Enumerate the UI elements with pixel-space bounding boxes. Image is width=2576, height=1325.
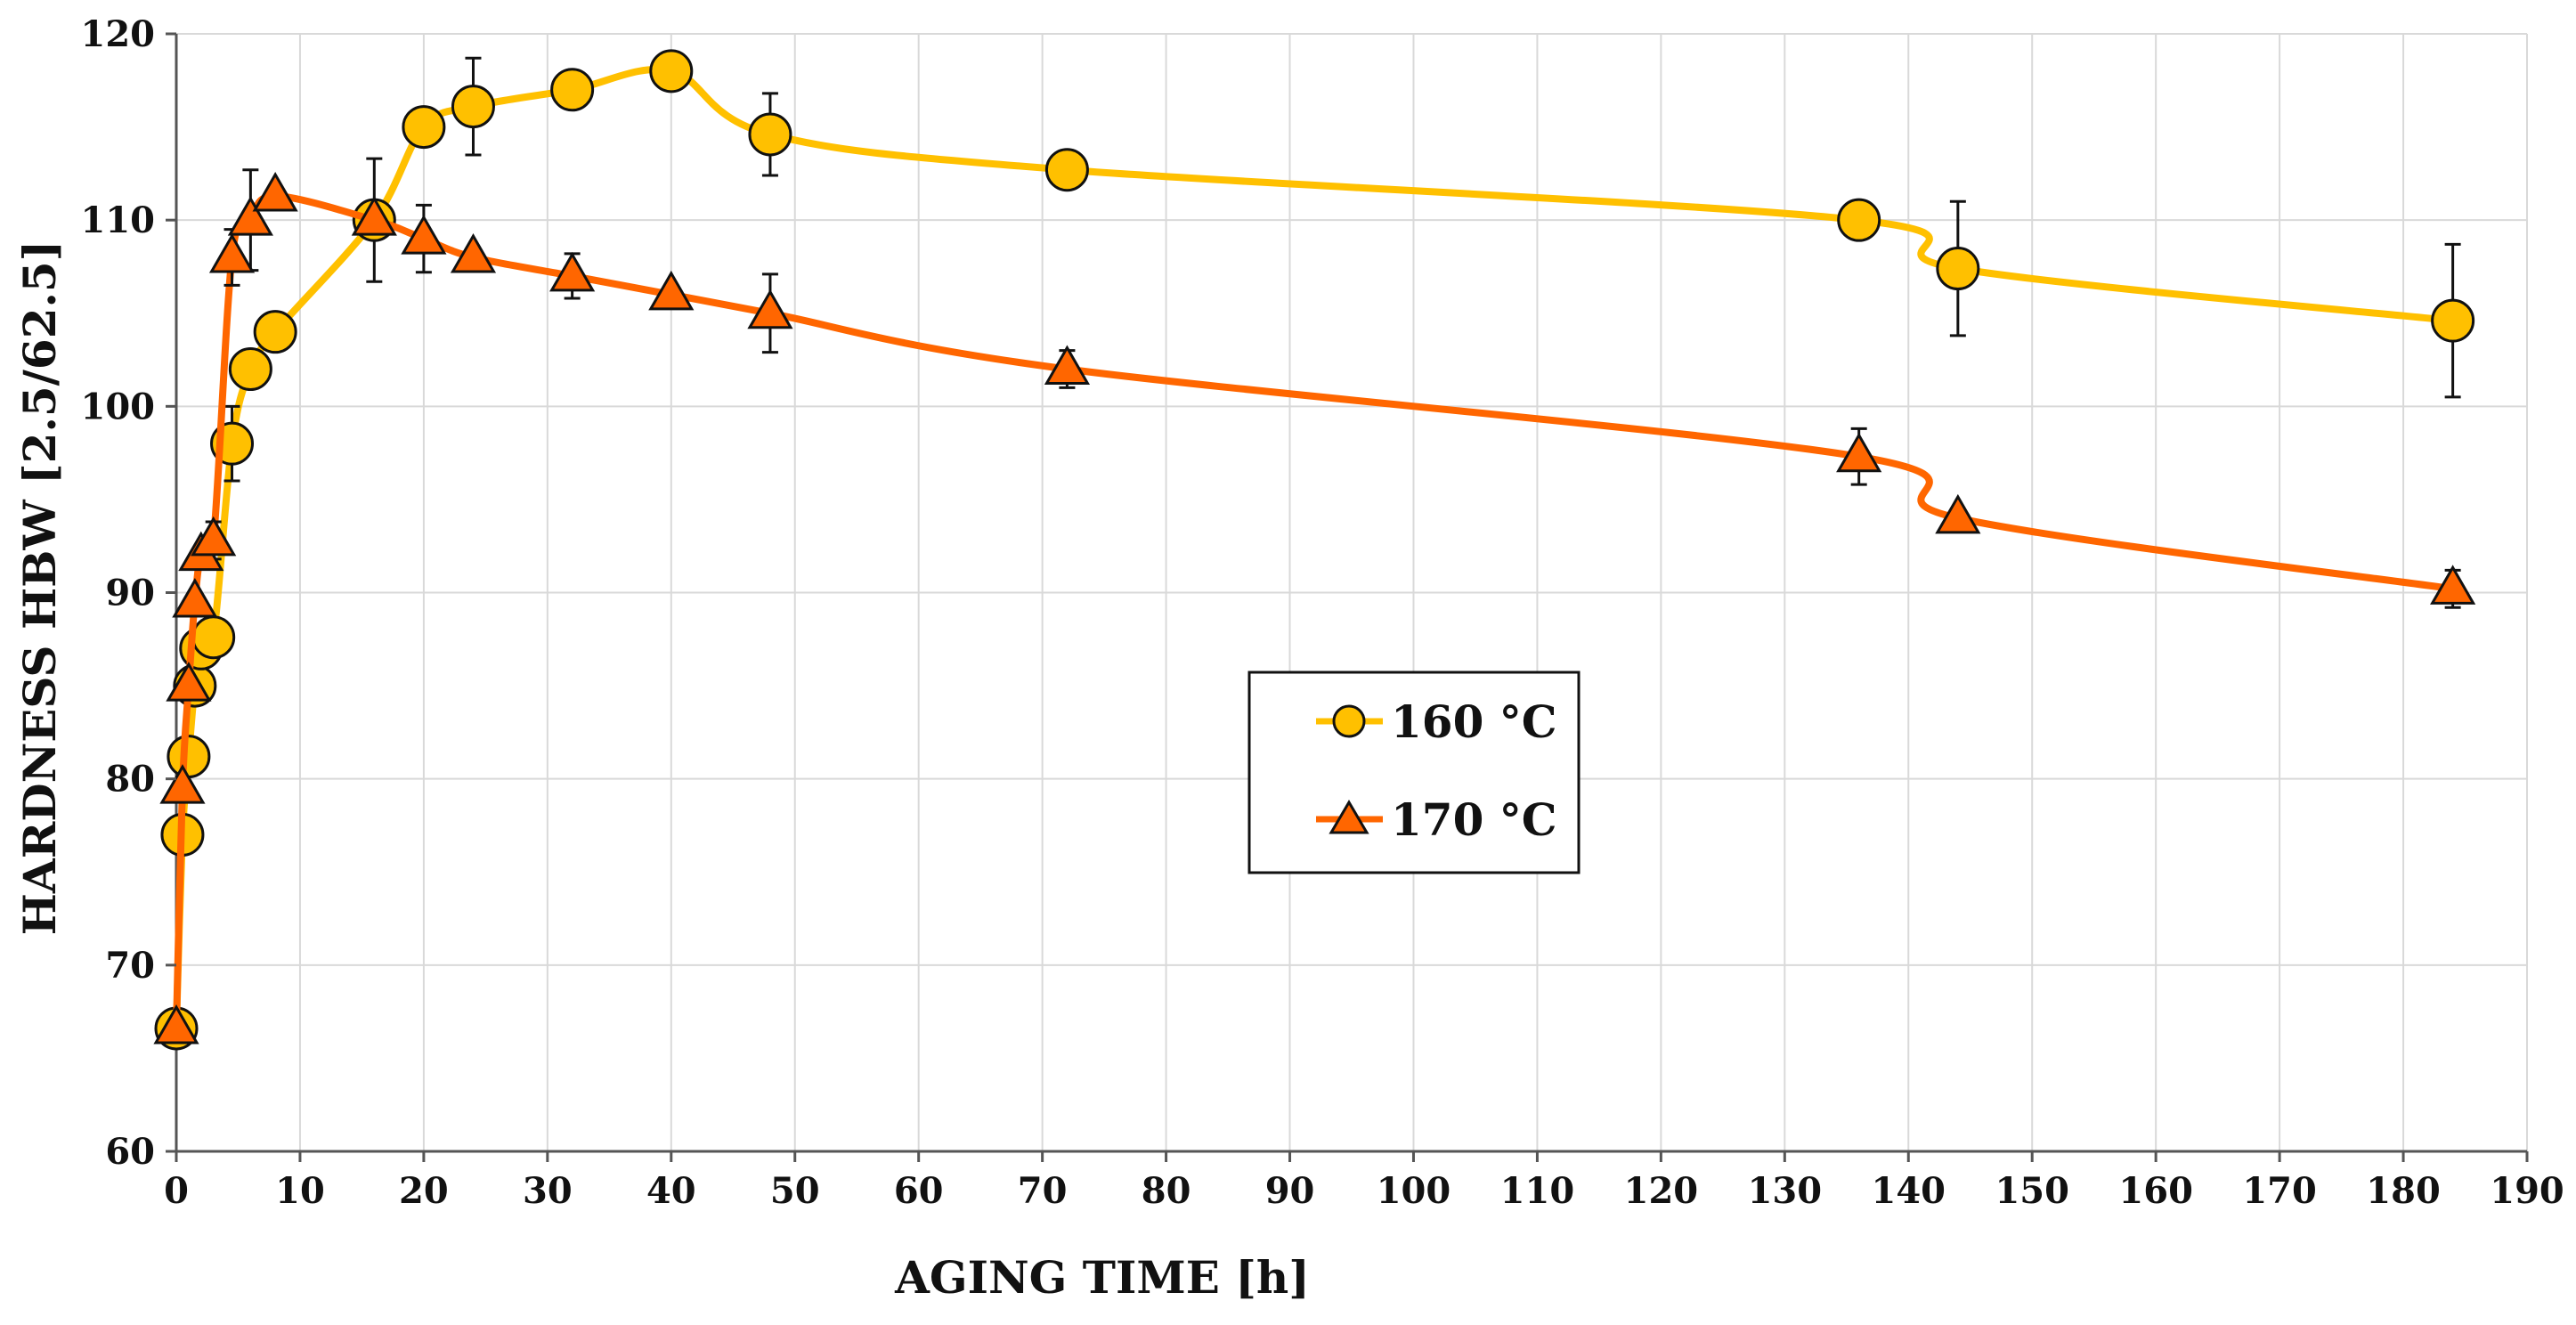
data-point-160 — [1936, 247, 1980, 291]
data-point-170 — [1935, 493, 1981, 534]
data-point-170 — [450, 232, 497, 273]
data-point-170 — [401, 215, 447, 255]
x-tick-label: 170 — [2242, 1170, 2317, 1212]
data-point-160 — [2431, 298, 2475, 343]
data-point-160 — [167, 735, 211, 779]
x-tick-label: 30 — [523, 1170, 573, 1212]
x-tick-label: 50 — [770, 1170, 820, 1212]
legend-item-160: 160 °C — [1316, 695, 1557, 748]
y-axis-title: HARDNESS HBW [2.5/62.5] — [13, 240, 66, 936]
data-point-170 — [648, 270, 695, 311]
x-tick-label: 90 — [1265, 1170, 1315, 1212]
x-tick-label: 0 — [164, 1170, 189, 1212]
x-tick-label: 160 — [2118, 1170, 2193, 1212]
data-point-170 — [1044, 345, 1091, 385]
series-1 — [153, 168, 2476, 1045]
data-point-160 — [253, 310, 297, 354]
data-point-160 — [402, 105, 446, 150]
data-point-170 — [166, 662, 212, 702]
x-tick-label: 110 — [1500, 1170, 1575, 1212]
x-tick-label: 190 — [2490, 1170, 2564, 1212]
series-0 — [154, 49, 2475, 1051]
x-axis-title: AGING TIME [h] — [894, 1251, 1310, 1304]
legend: 160 °C 170 °C — [1247, 671, 1581, 874]
data-point-170 — [227, 196, 273, 236]
data-point-160 — [451, 85, 495, 129]
x-tick-label: 100 — [1377, 1170, 1451, 1212]
x-tick-label: 80 — [1142, 1170, 1191, 1212]
y-tick-label: 110 — [81, 199, 156, 241]
data-point-160 — [191, 615, 236, 660]
x-tick-label: 70 — [1018, 1170, 1068, 1212]
data-point-170 — [252, 171, 298, 212]
data-point-160 — [1837, 198, 1881, 242]
tick-labels: 0 10 20 30 40 50 60 70 80 90 100 110 120 130 140 150 160… — [81, 13, 2564, 1212]
x-tick-label: 140 — [1872, 1170, 1946, 1212]
data-point-170 — [1836, 432, 1882, 473]
x-tick-label: 150 — [1995, 1170, 2069, 1212]
legend-label-170: 170 °C — [1391, 793, 1557, 846]
series-line — [173, 192, 2457, 1032]
legend-box — [1247, 671, 1581, 874]
data-point-170 — [208, 232, 256, 273]
x-tick-label: 120 — [1624, 1170, 1699, 1212]
data-point-160 — [649, 49, 694, 93]
x-tick-label: 20 — [399, 1170, 449, 1212]
series-line — [173, 66, 2457, 1032]
data-point-170 — [153, 1004, 199, 1045]
data-point-160 — [228, 347, 272, 391]
x-tick-label: 60 — [894, 1170, 944, 1212]
legend-item-170: 170 °C — [1316, 793, 1557, 846]
data-point-170 — [549, 251, 596, 292]
y-tick-label: 80 — [105, 759, 155, 801]
y-tick-label: 120 — [81, 13, 156, 55]
series-area — [153, 49, 2476, 1051]
y-tick-label: 90 — [105, 573, 155, 614]
data-point-160 — [748, 112, 792, 157]
legend-label-160: 160 °C — [1391, 695, 1557, 748]
x-tick-label: 180 — [2366, 1170, 2441, 1212]
data-point-170 — [351, 196, 397, 236]
data-point-170 — [191, 516, 237, 557]
legend-marker-160 — [1332, 704, 1366, 738]
data-point-160 — [550, 68, 595, 112]
data-point-170 — [747, 289, 793, 329]
grid — [175, 33, 2528, 1152]
data-point-170 — [2430, 565, 2476, 605]
x-tick-label: 10 — [275, 1170, 325, 1212]
data-point-170 — [172, 577, 218, 618]
y-tick-label: 70 — [105, 945, 155, 987]
data-point-170 — [159, 764, 206, 804]
legend-marker-170 — [1329, 800, 1369, 834]
data-point-160 — [1044, 148, 1089, 192]
x-tick-label: 40 — [646, 1170, 696, 1212]
y-tick-label: 100 — [81, 386, 156, 427]
x-tick-label: 130 — [1748, 1170, 1823, 1212]
y-tick-label: 60 — [105, 1131, 155, 1173]
